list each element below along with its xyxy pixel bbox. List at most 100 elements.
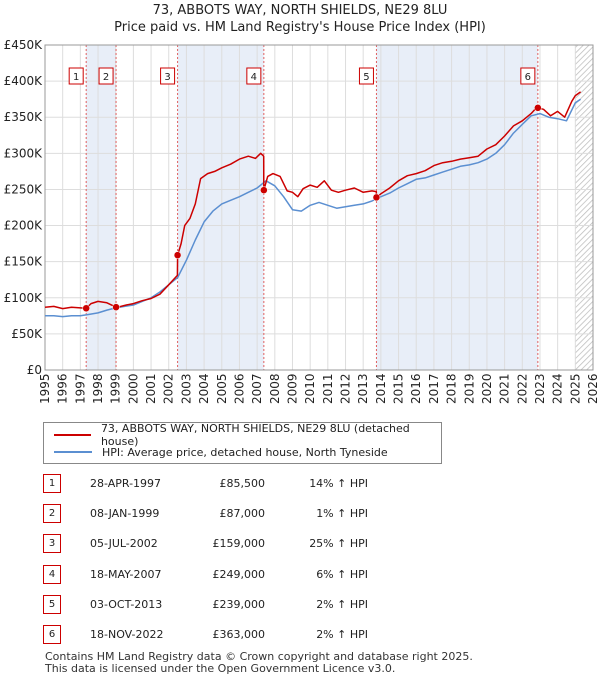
x-tick-label: 2001 <box>144 373 158 404</box>
y-tick-label: £0 <box>27 363 42 377</box>
x-tick-label: 2025 <box>568 373 582 404</box>
transaction-date: 05-JUL-2002 <box>90 537 158 550</box>
x-tick-label: 2018 <box>445 373 459 404</box>
marker-label: 5 <box>363 72 369 83</box>
x-tick-label: 2000 <box>126 373 140 404</box>
transaction-hpi: 6% ↑ HPI <box>316 568 368 581</box>
transaction-price: £87,000 <box>219 507 266 520</box>
x-tick-label: 2019 <box>462 373 476 404</box>
sale-point <box>534 104 542 112</box>
x-tick-label: 2024 <box>551 373 565 404</box>
footer-attribution: Contains HM Land Registry data © Crown c… <box>45 651 473 675</box>
transaction-hpi: 14% ↑ HPI <box>309 477 368 490</box>
y-tick-label: £350K <box>4 110 44 124</box>
marker-box <box>160 67 176 85</box>
x-tick-label: 2014 <box>374 373 388 404</box>
legend-item-hpi: HPI: Average price, detached house, Nort… <box>44 444 388 460</box>
table-row: 3 05-JUL-2002 £159,000 25% ↑ HPI <box>0 534 600 554</box>
sale-point <box>112 303 120 311</box>
x-tick-label: 2009 <box>285 373 299 404</box>
transaction-number: 6 <box>43 625 61 644</box>
x-tick-label: 1997 <box>73 373 87 404</box>
marker-label: 6 <box>525 72 531 83</box>
transaction-number: 5 <box>43 595 61 614</box>
sale-point <box>82 304 90 312</box>
marker-label: 1 <box>73 72 79 83</box>
x-tick-label: 2013 <box>356 373 370 404</box>
x-tick-label: 2015 <box>392 373 406 404</box>
sale-point <box>173 251 182 259</box>
marker-box <box>98 67 114 85</box>
marker-box <box>358 67 374 85</box>
legend-label-hpi: HPI: Average price, detached house, Nort… <box>102 445 388 459</box>
transaction-date: 28-APR-1997 <box>90 477 162 490</box>
y-tick-label: £300K <box>4 146 44 160</box>
transaction-price: £85,500 <box>219 477 266 490</box>
x-tick-label: 1998 <box>91 373 105 404</box>
legend-label-property: 73, ABBOTS WAY, NORTH SHIELDS, NE29 8LU … <box>100 422 410 448</box>
y-tick-label: £250K <box>4 182 44 196</box>
transaction-hpi: 25% ↑ HPI <box>309 537 368 550</box>
x-tick-label: 2010 <box>303 373 317 404</box>
marker-box <box>68 67 84 85</box>
legend-swatch-property <box>54 434 91 436</box>
hpi-line <box>45 98 582 318</box>
y-tick-label: £100K <box>4 291 44 305</box>
x-tick-label: 2008 <box>268 373 282 404</box>
table-row: 4 18-MAY-2007 £249,000 6% ↑ HPI <box>0 565 600 585</box>
x-tick-label: 2006 <box>232 373 246 404</box>
transaction-hpi: 1% ↑ HPI <box>316 507 368 520</box>
marker-box <box>520 67 536 85</box>
x-tick-label: 2012 <box>339 373 353 404</box>
chart-title: 73, ABBOTS WAY, NORTH SHIELDS, NE29 8LU <box>152 3 448 18</box>
transaction-date: 18-MAY-2007 <box>90 568 162 581</box>
y-tick-label: £400K <box>4 74 44 88</box>
marker-label: 4 <box>251 72 257 83</box>
shaded-range <box>177 45 264 370</box>
legend-swatch-hpi <box>54 451 92 453</box>
price-chart: 1 2 3 4 5 6 £0 £50K £100K £150K £200K £250K £300K £35… <box>4 38 600 404</box>
x-tick-label: 2017 <box>427 373 441 404</box>
x-tick-label: 2016 <box>409 373 423 404</box>
x-tick-label: 2005 <box>215 373 229 404</box>
x-tick-label: 2007 <box>250 373 264 404</box>
transaction-hpi: 2% ↑ HPI <box>316 628 368 641</box>
x-tick-label: 2022 <box>515 373 529 404</box>
sale-point <box>260 186 268 194</box>
transaction-hpi: 2% ↑ HPI <box>316 598 368 611</box>
x-tick-label: 2002 <box>162 373 176 404</box>
transaction-date: 18-NOV-2022 <box>90 628 164 641</box>
transaction-price: £239,000 <box>212 598 266 611</box>
legend-item-property: 73, ABBOTS WAY, NORTH SHIELDS, NE29 8LU … <box>44 422 441 448</box>
shaded-range <box>376 45 538 370</box>
footer-line-1: Contains HM Land Registry data © Crown c… <box>45 650 473 663</box>
y-tick-label: £150K <box>4 255 44 269</box>
marker-label: 3 <box>164 72 170 83</box>
table-row: 6 18-NOV-2022 £363,000 2% ↑ HPI <box>0 625 600 645</box>
footer-line-2: This data is licensed under the Open Gov… <box>45 662 396 675</box>
x-tick-label: 2021 <box>498 373 512 404</box>
chart-legend: 73, ABBOTS WAY, NORTH SHIELDS, NE29 8LU … <box>43 422 442 464</box>
table-row: 2 08-JAN-1999 £87,000 1% ↑ HPI <box>0 504 600 524</box>
transaction-number: 1 <box>43 474 61 493</box>
transaction-number: 3 <box>43 534 61 553</box>
plot-frame <box>44 44 594 371</box>
table-row: 5 03-OCT-2013 £239,000 2% ↑ HPI <box>0 595 600 615</box>
transaction-price: £159,000 <box>212 537 266 550</box>
sale-point <box>372 193 381 202</box>
shaded-range <box>86 45 117 370</box>
property-price-line <box>44 91 582 310</box>
x-tick-label: 2004 <box>197 373 211 404</box>
x-tick-label: 1999 <box>109 373 123 404</box>
x-tick-label: 1996 <box>56 373 70 404</box>
x-tick-label: 2020 <box>480 373 494 404</box>
transaction-number: 4 <box>43 565 61 584</box>
x-tick-label: 2011 <box>321 373 335 404</box>
x-tick-label: 2023 <box>533 373 547 404</box>
y-tick-label: £50K <box>11 327 43 341</box>
x-tick-label: 1995 <box>38 373 52 404</box>
chart-subtitle: Price paid vs. HM Land Registry's House … <box>114 20 486 35</box>
transaction-date: 08-JAN-1999 <box>90 507 160 520</box>
x-tick-label: 2003 <box>179 373 193 404</box>
transaction-price: £363,000 <box>212 628 266 641</box>
